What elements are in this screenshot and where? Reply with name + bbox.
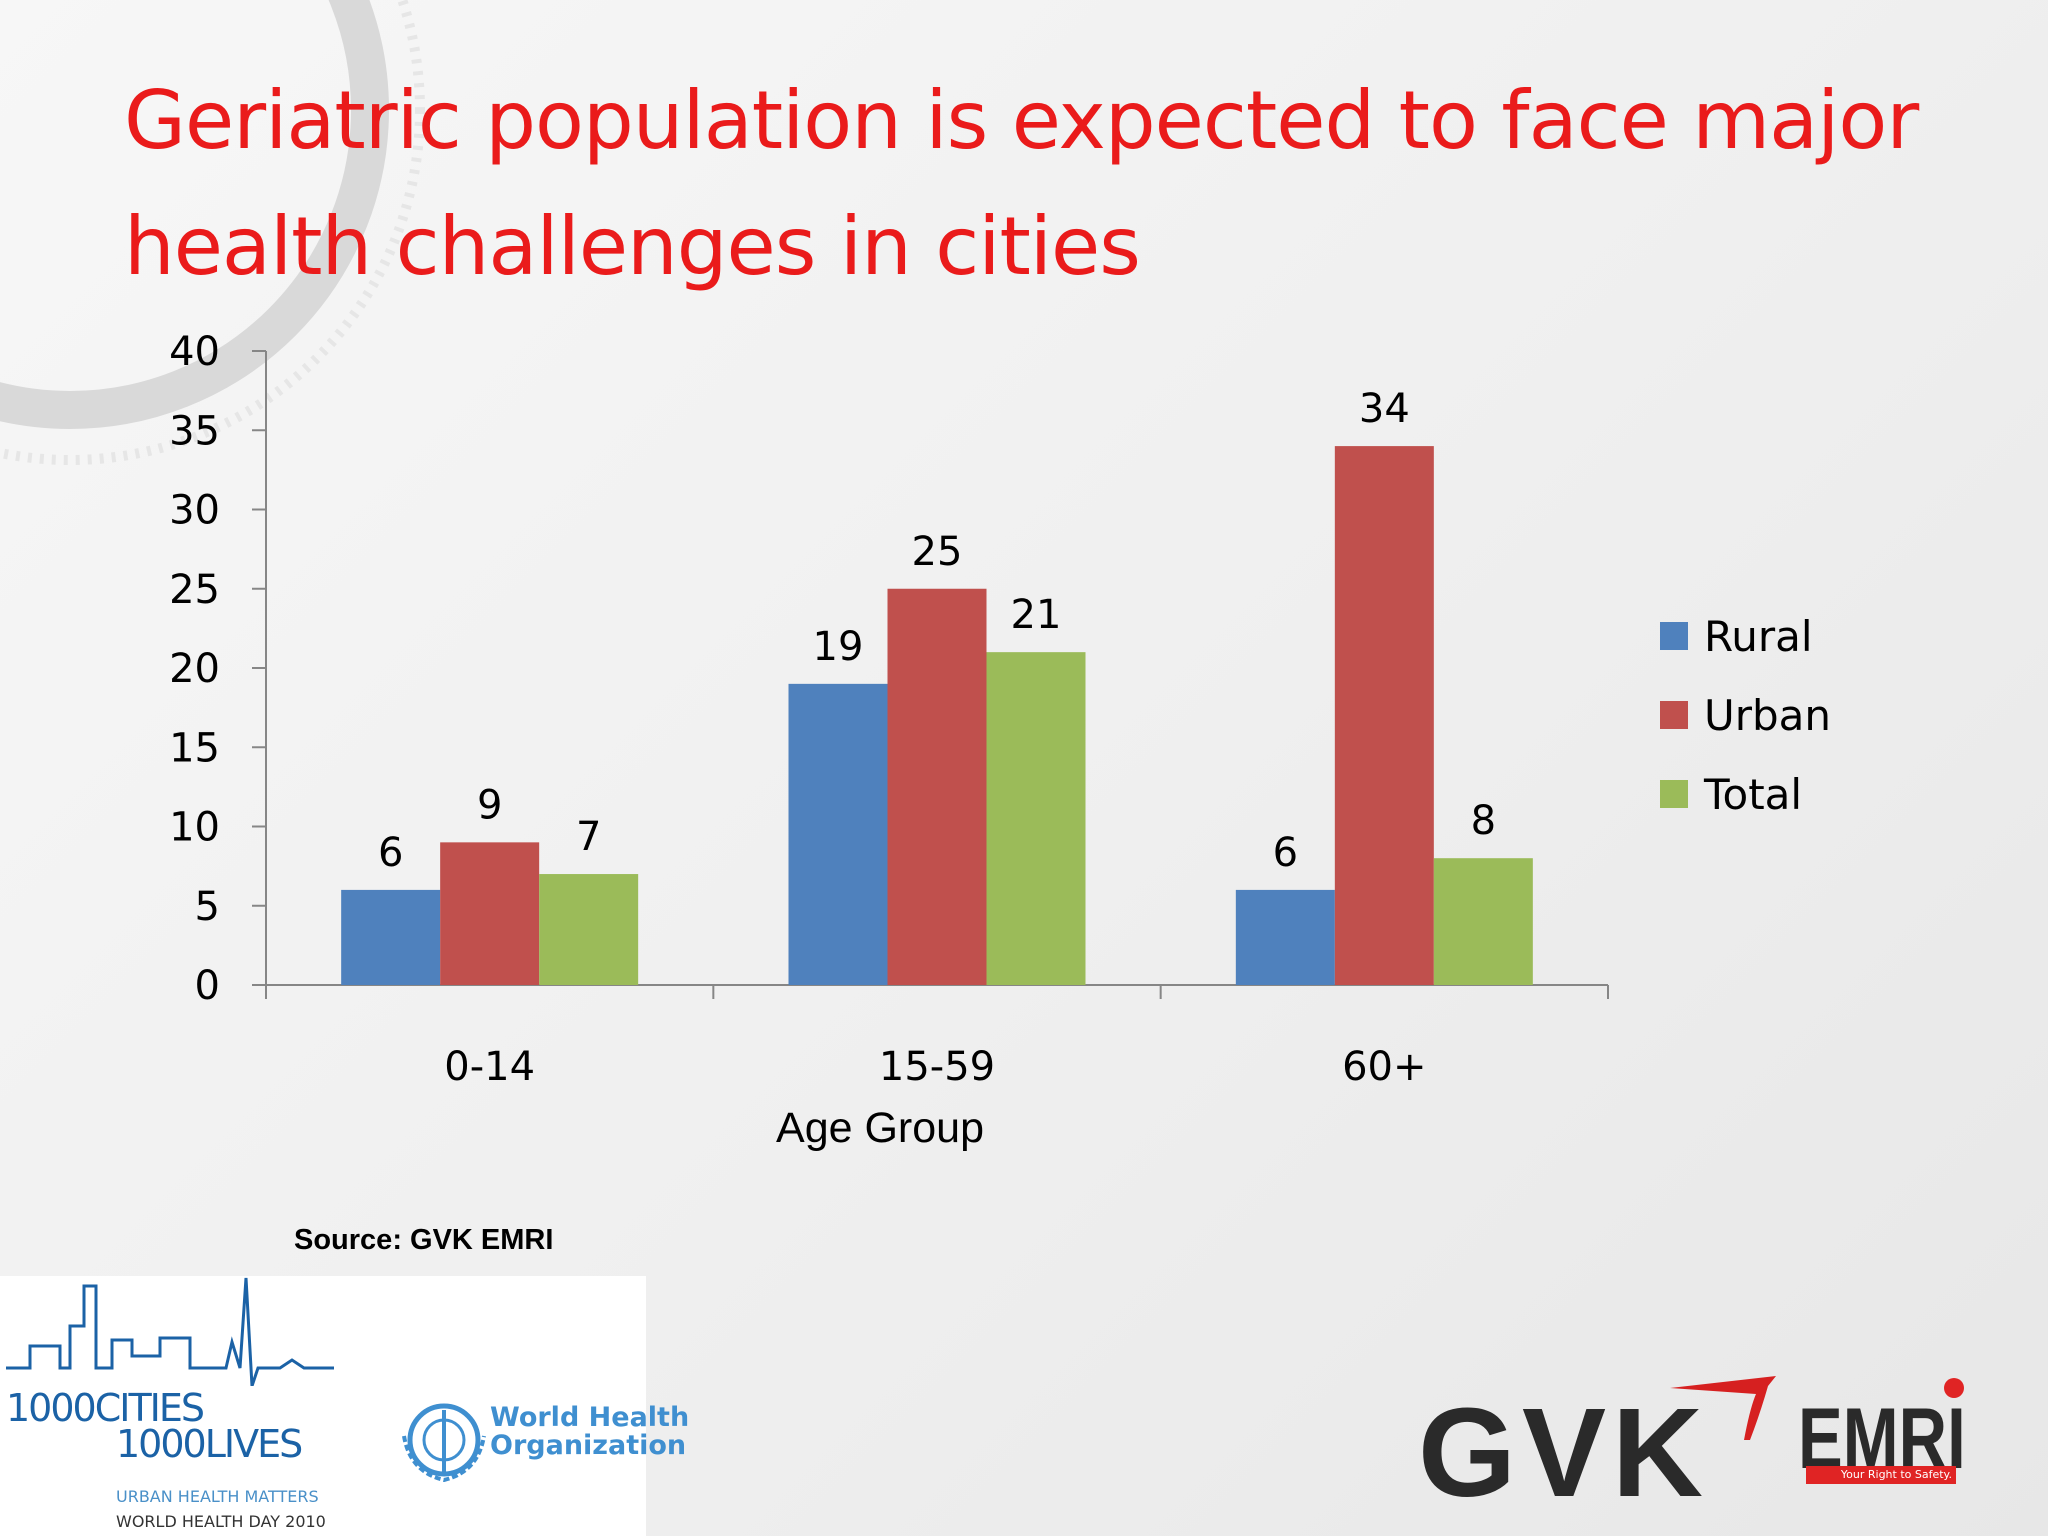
- x-tick-label: 60+: [1342, 1044, 1426, 1090]
- logo-tagline-2: WORLD HEALTH DAY 2010: [116, 1512, 326, 1531]
- data-label: 7: [576, 814, 601, 860]
- source-note: Source: GVK EMRI: [294, 1224, 554, 1256]
- y-tick-label: 25: [169, 567, 220, 613]
- x-axis-title: Age Group: [776, 1104, 984, 1152]
- slide-title: Geriatric population is expected to face…: [124, 74, 1919, 293]
- who-name-line2: Organization: [490, 1430, 687, 1461]
- bar-rural: [1235, 889, 1335, 985]
- y-tick-label: 35: [169, 408, 220, 454]
- bar-chart: 0 5 10 15 20 25 30 35 40 0-14 6 9 7 15-59 19 25 21 60+ 6 34…: [169, 329, 1831, 1090]
- logo-tagline-1: URBAN HEALTH MATTERS: [116, 1487, 319, 1506]
- bar-total: [986, 652, 1086, 985]
- gvk-logo: GVK: [1418, 1382, 1710, 1523]
- legend-swatch-urban: [1660, 701, 1688, 729]
- bar-urban: [440, 842, 540, 985]
- gvk-red-swoosh-icon: [1670, 1376, 1776, 1440]
- y-tick-label: 40: [169, 329, 220, 375]
- data-label: 19: [813, 624, 864, 670]
- emri-tagline: Your Right to Safety.: [1806, 1466, 1956, 1484]
- data-label: 6: [1273, 830, 1298, 876]
- bar-urban: [1334, 446, 1434, 986]
- bar-total: [1433, 858, 1533, 985]
- legend-label: Total: [1703, 770, 1802, 819]
- cities-logo-line2: 1000LIVES: [116, 1422, 303, 1466]
- data-label: 6: [378, 830, 403, 876]
- cities-logo-line1: 1000CITIES: [6, 1386, 205, 1430]
- logo-panel: 1000CITIES 1000LIVES URBAN HEALTH MATTER…: [0, 1276, 689, 1536]
- legend-swatch-rural: [1660, 622, 1688, 650]
- y-tick-label: 30: [169, 488, 220, 534]
- legend-label: Rural: [1704, 612, 1813, 661]
- who-name-line1: World Health: [490, 1402, 690, 1433]
- y-tick-label: 10: [169, 805, 220, 851]
- y-tick-label: 20: [169, 646, 220, 692]
- data-label: 8: [1471, 798, 1496, 844]
- bar-urban: [887, 588, 987, 985]
- x-tick-label: 0-14: [444, 1044, 535, 1090]
- background-arc-decoration: [0, 0, 425, 465]
- bar-total: [539, 874, 639, 985]
- data-label: 34: [1359, 386, 1410, 432]
- bar-rural: [788, 683, 888, 985]
- legend-label: Urban: [1704, 691, 1831, 740]
- data-label: 9: [477, 782, 502, 828]
- city-heartbeat-skyline-icon: [6, 1277, 334, 1386]
- y-tick-label: 5: [195, 884, 220, 930]
- bar-rural: [341, 889, 441, 985]
- who-emblem-icon: [402, 1403, 486, 1483]
- emri-dot-icon: [1944, 1378, 1964, 1398]
- data-label: 21: [1011, 592, 1062, 638]
- x-tick-label: 15-59: [879, 1044, 995, 1090]
- y-tick-label: 0: [195, 963, 220, 1009]
- data-label: 25: [912, 529, 963, 575]
- y-tick-label: 15: [169, 725, 220, 771]
- legend-swatch-total: [1660, 780, 1688, 808]
